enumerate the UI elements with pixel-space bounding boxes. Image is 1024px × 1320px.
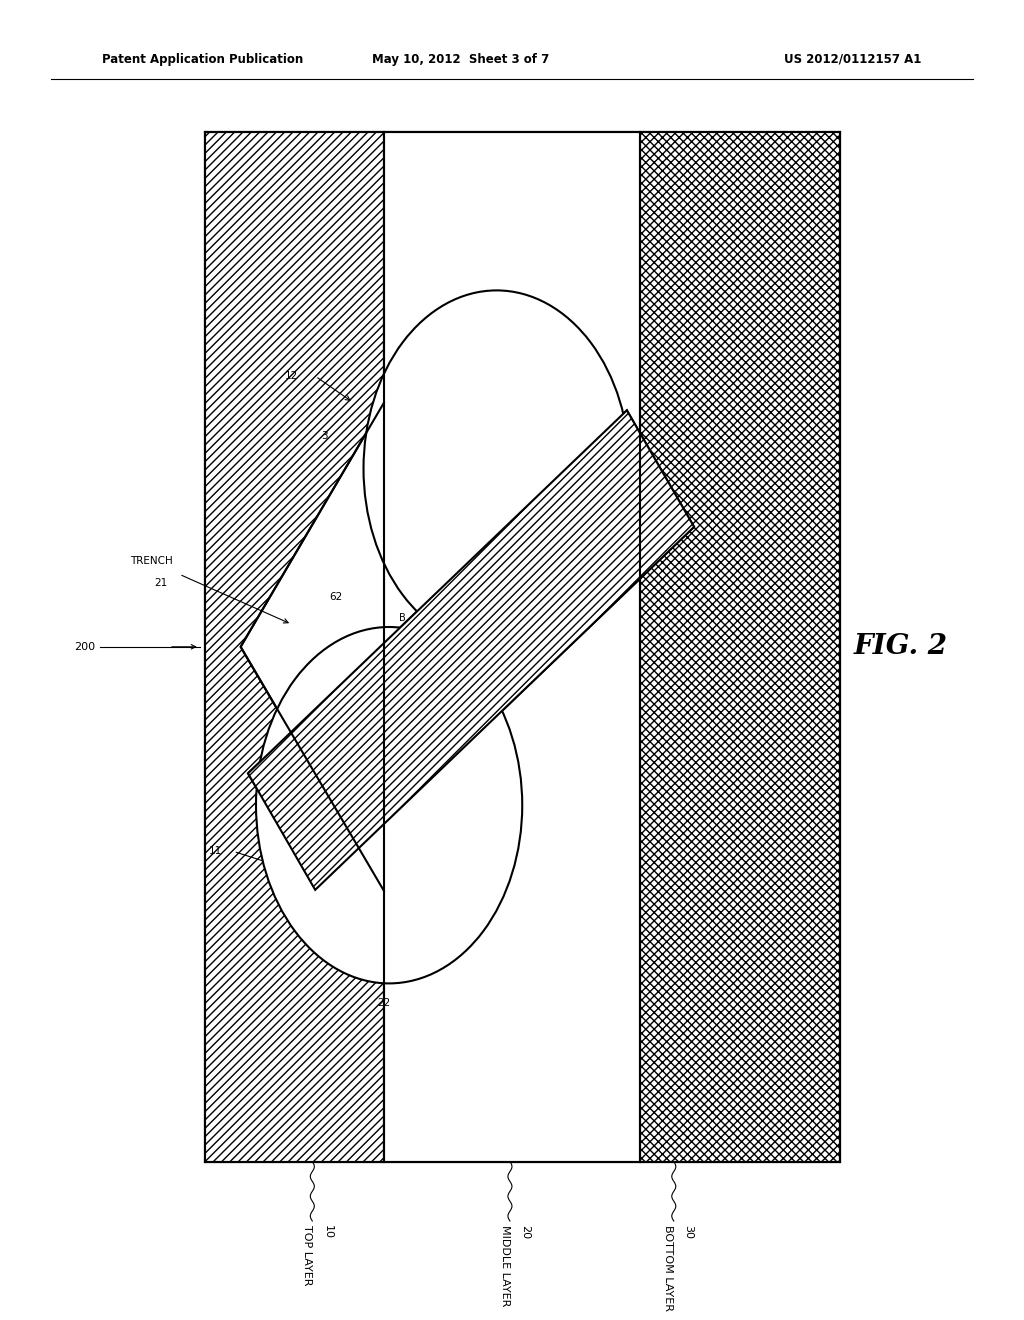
Polygon shape: [241, 403, 384, 891]
Text: 11a: 11a: [343, 886, 364, 896]
Text: 2: 2: [570, 582, 577, 593]
Text: 11b: 11b: [445, 417, 466, 428]
Text: 11: 11: [209, 846, 221, 857]
Text: 200: 200: [74, 642, 95, 652]
Text: 30: 30: [683, 1225, 693, 1239]
Polygon shape: [205, 132, 384, 1162]
Polygon shape: [640, 132, 840, 1162]
Text: TOP LAYER: TOP LAYER: [302, 1225, 312, 1286]
Text: α: α: [454, 648, 460, 659]
Polygon shape: [248, 411, 694, 890]
Text: 51: 51: [485, 486, 498, 496]
Text: B: B: [399, 612, 406, 623]
Text: TRENCH: TRENCH: [130, 556, 173, 566]
Text: 20: 20: [520, 1225, 530, 1239]
Text: A: A: [366, 718, 372, 729]
Polygon shape: [384, 132, 640, 1162]
Text: 60: 60: [335, 701, 347, 711]
Text: 62: 62: [330, 591, 342, 602]
Text: 10: 10: [323, 1225, 333, 1239]
Ellipse shape: [364, 290, 630, 647]
Text: 12: 12: [286, 371, 298, 381]
Text: 61: 61: [542, 523, 554, 533]
Polygon shape: [248, 411, 694, 890]
Text: BOTTOM LAYER: BOTTOM LAYER: [663, 1225, 673, 1311]
Text: 3: 3: [322, 430, 328, 441]
Text: US 2012/0112157 A1: US 2012/0112157 A1: [784, 53, 922, 66]
Text: 50: 50: [373, 807, 385, 817]
Ellipse shape: [256, 627, 522, 983]
Text: 41: 41: [480, 734, 493, 744]
Bar: [205, 132, 840, 1162]
Text: May 10, 2012  Sheet 3 of 7: May 10, 2012 Sheet 3 of 7: [372, 53, 550, 66]
Text: FIG. 2: FIG. 2: [854, 634, 948, 660]
Text: 22: 22: [378, 998, 390, 1008]
Text: 23: 23: [526, 351, 539, 362]
Text: 21: 21: [155, 578, 167, 589]
Text: Patent Application Publication: Patent Application Publication: [102, 53, 304, 66]
Text: MIDDLE LAYER: MIDDLE LAYER: [500, 1225, 510, 1307]
Text: 1: 1: [300, 787, 306, 797]
